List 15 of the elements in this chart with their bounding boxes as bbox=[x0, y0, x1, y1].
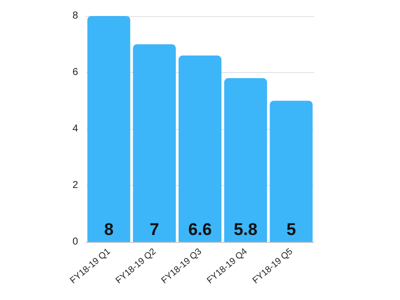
y-tick-label: 2 bbox=[72, 180, 78, 191]
data-label: 5.8 bbox=[234, 220, 258, 239]
data-label: 5 bbox=[286, 220, 296, 239]
y-tick-label: 6 bbox=[72, 67, 78, 78]
bar bbox=[87, 16, 130, 242]
y-tick-label: 4 bbox=[72, 124, 78, 134]
y-tick-label: 0 bbox=[72, 236, 78, 248]
bar bbox=[270, 100, 313, 242]
data-label: 6.6 bbox=[188, 220, 212, 239]
bar bbox=[178, 56, 222, 242]
bar bbox=[132, 44, 176, 242]
y-tick-label: 8 bbox=[72, 10, 78, 22]
data-label: 7 bbox=[150, 220, 160, 239]
bar bbox=[224, 78, 268, 242]
data-label: 8 bbox=[104, 220, 114, 239]
